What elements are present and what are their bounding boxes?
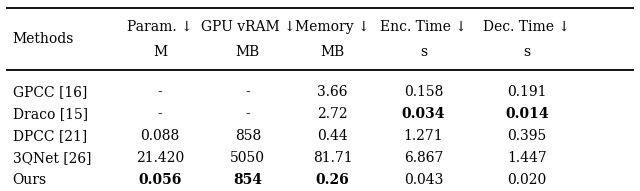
Text: -: - bbox=[157, 107, 163, 121]
Text: -: - bbox=[246, 85, 250, 99]
Text: Memory ↓: Memory ↓ bbox=[295, 20, 370, 34]
Text: 0.158: 0.158 bbox=[404, 85, 443, 99]
Text: 5050: 5050 bbox=[230, 151, 266, 165]
Text: Dec. Time ↓: Dec. Time ↓ bbox=[483, 20, 570, 34]
Text: Ours: Ours bbox=[13, 173, 47, 187]
Text: GPU vRAM ↓: GPU vRAM ↓ bbox=[200, 20, 295, 34]
Text: 854: 854 bbox=[234, 173, 262, 187]
Text: 6.867: 6.867 bbox=[404, 151, 443, 165]
Text: 858: 858 bbox=[235, 129, 261, 143]
Text: MB: MB bbox=[236, 45, 260, 58]
Text: 0.020: 0.020 bbox=[508, 173, 547, 187]
Text: M: M bbox=[153, 45, 167, 58]
Text: Param. ↓: Param. ↓ bbox=[127, 20, 193, 34]
Text: -: - bbox=[246, 107, 250, 121]
Text: 0.056: 0.056 bbox=[138, 173, 182, 187]
Text: MB: MB bbox=[321, 45, 345, 58]
Text: 0.191: 0.191 bbox=[508, 85, 547, 99]
Text: 1.271: 1.271 bbox=[404, 129, 444, 143]
Text: 0.043: 0.043 bbox=[404, 173, 443, 187]
Text: 0.014: 0.014 bbox=[505, 107, 548, 121]
Text: 0.26: 0.26 bbox=[316, 173, 349, 187]
Text: s: s bbox=[524, 45, 531, 58]
Text: DPCC [21]: DPCC [21] bbox=[13, 129, 87, 143]
Text: -: - bbox=[157, 85, 163, 99]
Text: 2.72: 2.72 bbox=[317, 107, 348, 121]
Text: 81.71: 81.71 bbox=[313, 151, 353, 165]
Text: 1.447: 1.447 bbox=[507, 151, 547, 165]
Text: 0.44: 0.44 bbox=[317, 129, 348, 143]
Text: s: s bbox=[420, 45, 427, 58]
Text: Methods: Methods bbox=[13, 32, 74, 46]
Text: 3QNet [26]: 3QNet [26] bbox=[13, 151, 91, 165]
Text: Enc. Time ↓: Enc. Time ↓ bbox=[380, 20, 467, 34]
Text: 21.420: 21.420 bbox=[136, 151, 184, 165]
Text: GPCC [16]: GPCC [16] bbox=[13, 85, 87, 99]
Text: Draco [15]: Draco [15] bbox=[13, 107, 88, 121]
Text: 0.034: 0.034 bbox=[402, 107, 445, 121]
Text: 0.088: 0.088 bbox=[140, 129, 180, 143]
Text: 3.66: 3.66 bbox=[317, 85, 348, 99]
Text: 0.395: 0.395 bbox=[508, 129, 547, 143]
